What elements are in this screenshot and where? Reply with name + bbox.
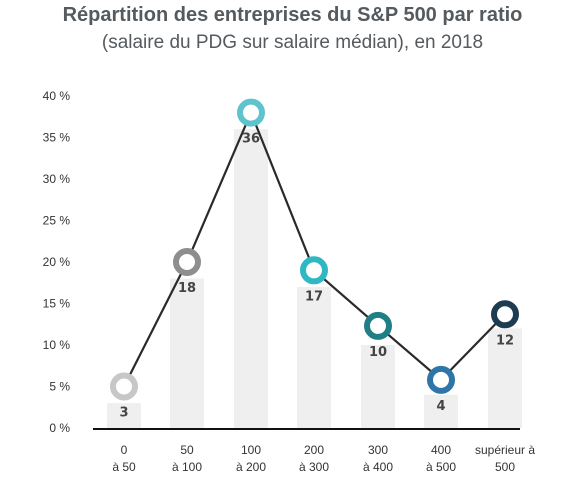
data-point-marker	[173, 248, 201, 276]
data-point-marker	[427, 365, 455, 394]
y-tick-label: 25 %	[43, 214, 71, 228]
y-tick-label: 10 %	[43, 338, 71, 352]
x-tick-label: 50	[180, 443, 194, 457]
y-tick-label: 5 %	[49, 380, 70, 394]
data-label: 12	[496, 333, 514, 348]
x-tick-label: 500	[495, 460, 515, 474]
y-tick-label: 30 %	[43, 172, 71, 186]
bar	[107, 403, 141, 428]
x-tick-label: à 100	[172, 460, 202, 474]
x-tick-label: 100	[241, 443, 261, 457]
data-label: 3	[119, 406, 128, 421]
chart-subtitle: (salaire du PDG sur salaire médian), en …	[101, 32, 484, 53]
y-tick-label: 40 %	[43, 89, 71, 103]
bar	[424, 394, 458, 428]
x-tick-label: 400	[431, 443, 451, 457]
x-tick-label: 300	[368, 443, 388, 457]
x-tick-label: à 50	[112, 460, 136, 474]
data-point-marker	[110, 372, 138, 401]
y-tick-label: 0 %	[49, 421, 70, 435]
x-tick-label: à 300	[299, 460, 329, 474]
data-label: 4	[436, 399, 445, 414]
data-label: 17	[305, 289, 323, 304]
data-label: 18	[178, 281, 196, 296]
bar	[234, 129, 268, 428]
x-tick-label: à 400	[363, 460, 393, 474]
y-tick-label: 15 %	[43, 297, 71, 311]
bar	[170, 278, 204, 428]
bar	[361, 345, 395, 428]
y-tick-label: 20 %	[43, 255, 71, 269]
bar	[488, 328, 522, 428]
x-tick-label: supérieur à	[475, 443, 535, 457]
x-tick-label: à 200	[236, 460, 266, 474]
data-label: 10	[369, 345, 387, 360]
data-label: 36	[242, 132, 260, 147]
y-tick-label: 35 %	[43, 131, 71, 145]
x-tick-label: à 500	[426, 460, 456, 474]
x-tick-label: 0	[121, 443, 128, 457]
data-point-marker	[364, 311, 392, 340]
bar	[297, 286, 331, 428]
data-point-marker	[300, 256, 328, 285]
data-point-marker	[491, 300, 519, 329]
x-tick-label: 200	[304, 443, 324, 457]
chart-title: Répartition des entreprises du S&P 500 p…	[62, 4, 523, 26]
data-point-marker	[237, 98, 265, 127]
